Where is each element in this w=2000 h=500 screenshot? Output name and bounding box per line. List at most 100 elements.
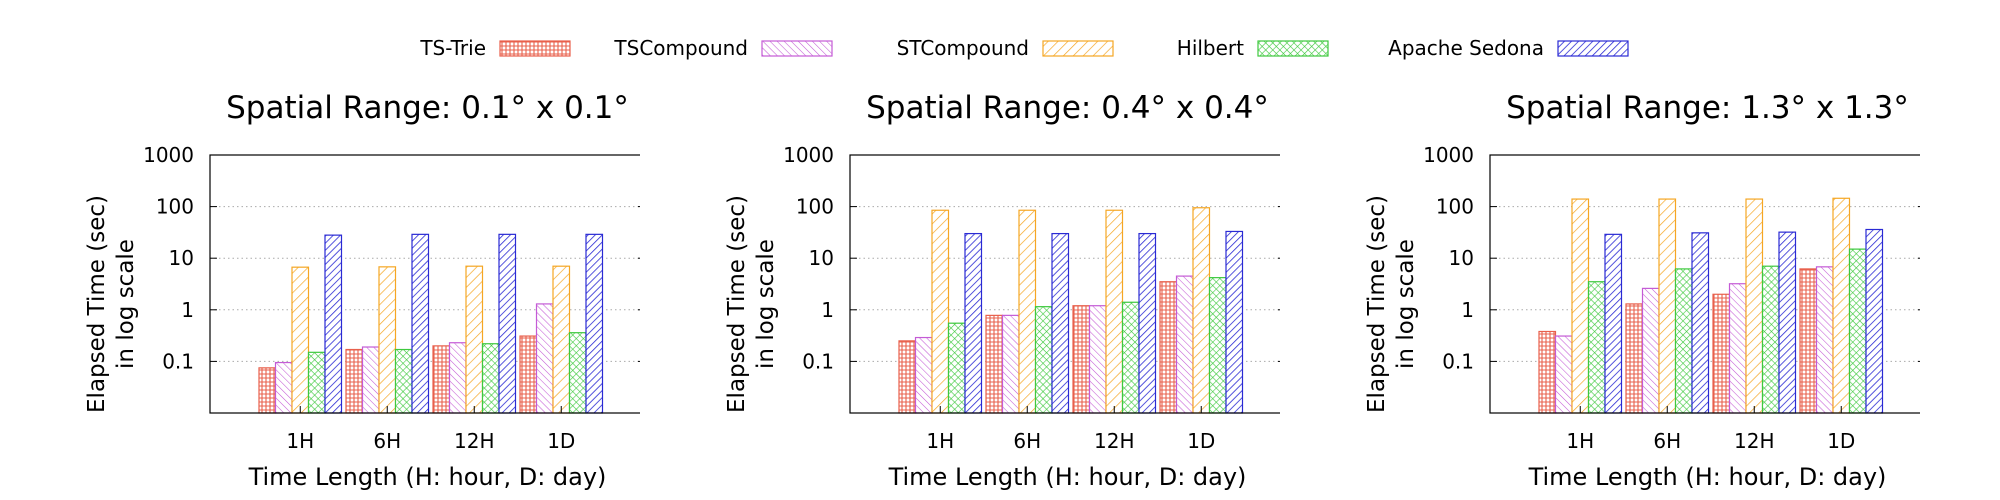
x-axis-label: Time Length (H: hour, D: day) — [1528, 463, 1887, 491]
bar-stcompound-12h — [1105, 209, 1124, 414]
legend-swatch-hilbert — [1257, 40, 1329, 57]
legend-label-stcompound: STCompound — [897, 36, 1029, 60]
bar-stcompound-1d — [552, 265, 571, 414]
bar-tscompound-12h — [1728, 283, 1747, 414]
y-tick-label: 1000 — [783, 143, 834, 167]
bar-apache-sedona-1h — [1604, 233, 1623, 414]
bar-stcompound-1d — [1832, 197, 1851, 414]
plot-frame — [209, 154, 640, 414]
bar-apache-sedona-12h — [1778, 231, 1797, 414]
x-tick-label: 1H — [286, 429, 314, 453]
y-tick-label: 1 — [1461, 298, 1474, 322]
bar-ts-trie-1d — [1159, 281, 1178, 414]
x-tick-label: 12H — [1734, 429, 1775, 453]
chart-panel-spatial-1-3: Spatial Range: 1.3° x 1.3° 0.1 1 10 100 1000 1… — [1364, 90, 1920, 491]
bar-apache-sedona-6h — [411, 233, 430, 414]
bar-hilbert-1d — [568, 332, 587, 414]
bar-tscompound-1d — [535, 303, 554, 414]
x-tick-label: 1D — [1827, 429, 1855, 453]
bar-stcompound-1d — [1192, 207, 1211, 414]
bar-stcompound-12h — [465, 265, 484, 414]
y-axis-label-line1: Elapsed Time (sec) — [84, 195, 110, 413]
bar-ts-trie-1h — [258, 367, 277, 414]
bar-ts-trie-1h — [898, 340, 917, 414]
bar-stcompound-12h — [1745, 198, 1764, 414]
x-tick-label: 1D — [1187, 429, 1215, 453]
bar-ts-trie-6h — [345, 348, 364, 414]
legend-swatch-stcompound — [1042, 40, 1114, 57]
bar-tscompound-12h — [1088, 305, 1107, 414]
x-tick-label: 12H — [1094, 429, 1135, 453]
bar-tscompound-6h — [361, 346, 380, 414]
bar-ts-trie-12h — [1072, 305, 1091, 414]
bar-apache-sedona-6h — [1691, 232, 1710, 414]
bar-ts-trie-12h — [432, 345, 451, 414]
y-axis-label-line2: in log scale — [753, 239, 779, 369]
chart-panel-spatial-0-4: Spatial Range: 0.4° x 0.4° 0.1 1 10 100 1000 1… — [724, 90, 1280, 491]
x-tick-label: 6H — [373, 429, 401, 453]
x-axis-label: Time Length (H: hour, D: day) — [888, 463, 1247, 491]
x-tick-label: 6H — [1013, 429, 1041, 453]
bar-tscompound-1h — [1554, 335, 1573, 414]
bar-ts-trie-6h — [985, 314, 1004, 414]
bar-stcompound-6h — [378, 266, 397, 414]
bar-apache-sedona-1d — [585, 233, 604, 414]
legend-label-apache-sedona: Apache Sedona — [1388, 36, 1544, 60]
legend-label-hilbert: Hilbert — [1177, 36, 1244, 60]
y-axis-label-line1: Elapsed Time (sec) — [724, 195, 750, 413]
bar-tscompound-1d — [1175, 275, 1194, 414]
bar-ts-trie-6h — [1625, 303, 1644, 414]
bar-apache-sedona-6h — [1051, 232, 1070, 414]
bar-hilbert-12h — [1761, 265, 1780, 414]
y-tick-label: 0.1 — [162, 349, 194, 373]
bar-ts-trie-12h — [1712, 293, 1731, 414]
y-tick-label: 10 — [169, 246, 194, 270]
bar-hilbert-1d — [1848, 248, 1867, 414]
bar-tscompound-1h — [274, 361, 293, 414]
chart-panel-spatial-0-1: Spatial Range: 0.1° x 0.1° 0.1 1 10 100 1000 1… — [84, 90, 640, 491]
bar-hilbert-1d — [1208, 277, 1227, 414]
bar-hilbert-6h — [1034, 306, 1053, 414]
chart-title: Spatial Range: 0.1° x 0.1° — [226, 90, 629, 126]
bar-tscompound-12h — [448, 342, 467, 414]
x-tick-label: 1H — [1566, 429, 1594, 453]
y-axis-label-line2: in log scale — [113, 239, 139, 369]
bar-apache-sedona-12h — [1138, 232, 1157, 414]
plot-frame — [849, 154, 1280, 414]
x-axis-label: Time Length (H: hour, D: day) — [248, 463, 607, 491]
bar-ts-trie-1d — [519, 335, 538, 414]
y-tick-label: 0.1 — [802, 349, 834, 373]
legend-swatch-apache-sedona — [1557, 40, 1629, 57]
bar-ts-trie-1d — [1799, 268, 1818, 414]
bar-hilbert-1h — [1587, 281, 1606, 414]
x-tick-label: 6H — [1653, 429, 1681, 453]
bar-hilbert-12h — [481, 343, 500, 414]
x-tick-label: 1D — [547, 429, 575, 453]
y-axis-label-line1: Elapsed Time (sec) — [1364, 195, 1390, 413]
bar-hilbert-6h — [1674, 268, 1693, 414]
chart-title: Spatial Range: 1.3° x 1.3° — [1506, 90, 1909, 126]
y-tick-label: 1000 — [143, 143, 194, 167]
y-tick-label: 1 — [821, 298, 834, 322]
y-tick-label: 100 — [796, 195, 834, 219]
bar-tscompound-1h — [914, 336, 933, 414]
bar-apache-sedona-1h — [324, 234, 343, 414]
y-tick-label: 0.1 — [1442, 349, 1474, 373]
y-tick-label: 1000 — [1423, 143, 1474, 167]
bar-tscompound-6h — [1001, 314, 1020, 414]
bar-stcompound-6h — [1658, 198, 1677, 414]
bar-stcompound-1h — [931, 209, 950, 414]
bar-hilbert-1h — [947, 322, 966, 414]
legend-label-ts-trie: TS-Trie — [419, 36, 486, 60]
bar-ts-trie-1h — [1538, 330, 1557, 414]
plot-frame — [1489, 154, 1920, 414]
x-tick-label: 1H — [926, 429, 954, 453]
bar-hilbert-12h — [1121, 301, 1140, 414]
bar-tscompound-1d — [1815, 266, 1834, 414]
bar-stcompound-1h — [291, 266, 310, 414]
bar-stcompound-6h — [1018, 209, 1037, 414]
legend-label-tscompound: TSCompound — [613, 36, 748, 60]
y-tick-label: 1 — [181, 298, 194, 322]
bar-apache-sedona-1d — [1225, 230, 1244, 414]
bar-apache-sedona-1h — [964, 232, 983, 414]
